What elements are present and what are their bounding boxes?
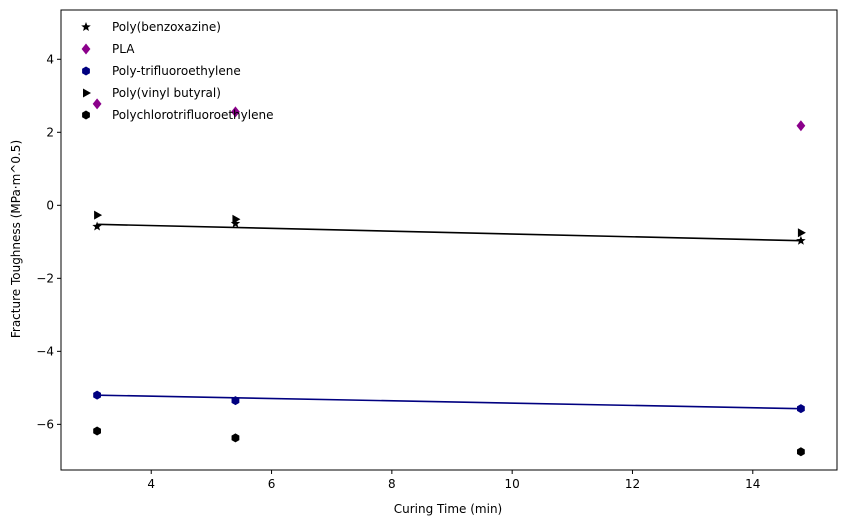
series-5 — [93, 426, 805, 457]
legend-label: Polychlorotrifluoroethylene — [112, 108, 273, 122]
legend-marker — [82, 110, 90, 120]
x-axis: 4 6 8 10 12 14 — [147, 470, 760, 491]
y-axis: −6 −4 −2 0 2 4 — [36, 52, 61, 431]
data-point — [230, 218, 241, 228]
x-tick-label: 12 — [625, 477, 640, 491]
series-4 — [94, 210, 806, 238]
data-point — [231, 106, 240, 118]
legend-marker — [83, 88, 91, 98]
y-tick-label: 4 — [46, 52, 54, 66]
legend-label: Poly-trifluoroethylene — [112, 64, 241, 78]
data-point — [231, 433, 240, 443]
data-point — [797, 228, 806, 238]
legend-label: Poly(benzoxazine) — [112, 20, 221, 34]
legend-marker — [82, 66, 90, 76]
y-tick-label: −4 — [36, 344, 54, 358]
legend-label: PLA — [112, 42, 135, 56]
legend-label: Poly(vinyl butyral) — [112, 86, 221, 100]
data-point — [93, 426, 101, 436]
data-point — [797, 447, 805, 457]
y-tick-label: 0 — [46, 198, 54, 212]
data-point — [796, 235, 806, 245]
y-tick-label: 2 — [46, 125, 54, 139]
x-axis-label: Curing Time (min) — [394, 502, 502, 516]
series-2 — [92, 98, 806, 132]
x-tick-label: 8 — [388, 477, 396, 491]
x-tick-label: 14 — [745, 477, 760, 491]
y-tick-label: −6 — [36, 417, 54, 431]
data-point — [796, 120, 806, 132]
y-axis-label: Fracture Toughness (MPa·m^0.5) — [9, 140, 23, 338]
legend-marker — [81, 22, 91, 32]
plot-area — [92, 98, 806, 457]
data-point — [232, 214, 241, 224]
data-point — [92, 221, 102, 231]
trend-line-1 — [97, 223, 801, 242]
plot-frame — [60, 9, 838, 471]
trend-line-2 — [97, 394, 801, 410]
series-1 — [92, 218, 806, 245]
series-3 — [93, 390, 805, 414]
data-point — [797, 404, 805, 414]
y-tick-label: −2 — [36, 271, 54, 285]
x-tick-label: 10 — [505, 477, 520, 491]
data-point — [231, 396, 240, 406]
x-tick-label: 4 — [147, 477, 155, 491]
data-point — [94, 210, 103, 220]
legend: Poly(benzoxazine) PLA Poly-trifluoroethyle… — [81, 20, 273, 122]
x-tick-label: 6 — [268, 477, 276, 491]
legend-marker — [81, 43, 91, 55]
data-point — [92, 98, 102, 110]
data-point — [93, 390, 101, 400]
